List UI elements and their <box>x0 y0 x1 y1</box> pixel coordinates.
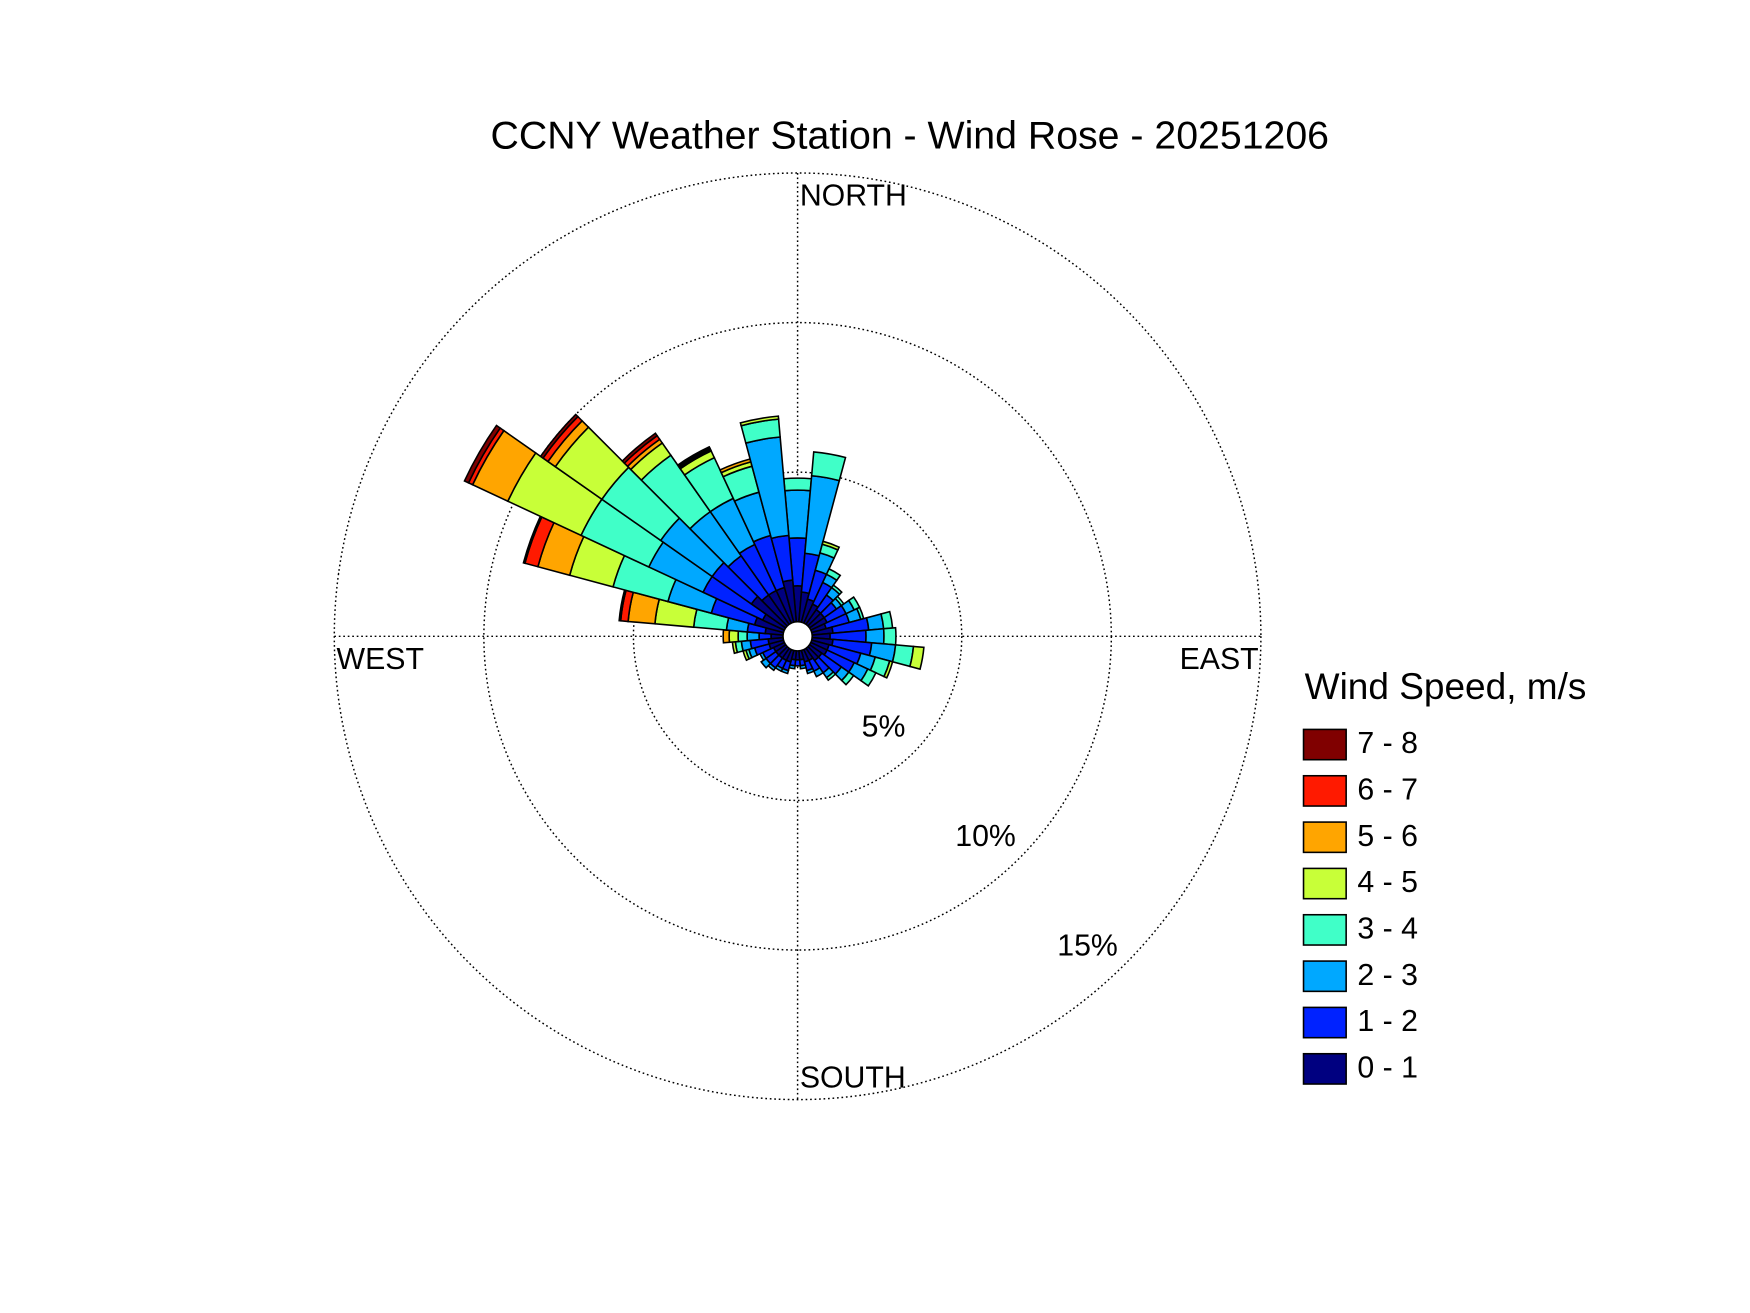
wedge-segment <box>859 667 877 687</box>
legend-swatch <box>1302 1052 1347 1085</box>
grid-ring <box>632 471 963 802</box>
legend-swatch <box>1302 867 1347 900</box>
legend-label: 7 - 8 <box>1357 727 1418 760</box>
legend-label: 0 - 1 <box>1357 1051 1418 1084</box>
legend-label: 3 - 4 <box>1357 912 1418 945</box>
wedge-segment <box>539 413 579 460</box>
wedge-segment <box>805 667 815 675</box>
wedge-segment <box>840 671 855 686</box>
legend-swatch <box>1302 1006 1347 1039</box>
wedge-segment <box>821 540 841 551</box>
legend-swatch <box>1302 774 1347 807</box>
wedge-segment <box>864 627 885 645</box>
wedge-segment <box>882 660 894 679</box>
wedge-segment <box>676 445 711 468</box>
wedge-segment <box>882 626 897 646</box>
wedge-segment <box>739 415 780 427</box>
legend-label: 1 - 2 <box>1357 1005 1418 1038</box>
wedge-segment <box>728 629 740 644</box>
legend-label: 2 - 3 <box>1357 959 1418 992</box>
r-tick-label: 15% <box>1057 929 1118 962</box>
wedge-segment <box>722 628 731 644</box>
center-hole <box>782 620 813 652</box>
wedge-segment <box>825 567 842 582</box>
wedge-segment <box>737 630 749 643</box>
legend-label: 5 - 6 <box>1357 820 1418 853</box>
compass-label: SOUTH <box>800 1061 906 1094</box>
wedges <box>463 413 925 687</box>
wedge-segment <box>908 645 925 671</box>
grid-ring <box>483 321 1113 951</box>
legend-title: Wind Speed, m/s <box>1305 665 1587 707</box>
r-tick-label: 10% <box>955 820 1016 853</box>
wedge-segment <box>880 610 894 630</box>
wedge-segment <box>463 424 502 484</box>
wedge-segment <box>782 477 813 492</box>
compass-label: WEST <box>337 643 424 676</box>
wedge-segment <box>825 670 837 682</box>
r-tick-label: 5% <box>862 710 906 743</box>
legend-swatch <box>1302 913 1347 946</box>
compass-label: EAST <box>1180 643 1259 676</box>
wedge-segment <box>810 451 847 482</box>
legend-label: 6 - 7 <box>1357 773 1418 806</box>
compass-label: NORTH <box>800 180 907 213</box>
wedge-segment <box>799 663 807 670</box>
legend-swatch <box>1302 821 1347 854</box>
legend-swatch <box>1302 728 1347 761</box>
wedge-segment <box>830 584 843 596</box>
chart-title: CCNY Weather Station - Wind Rose - 20251… <box>491 114 1330 158</box>
legend-label: 4 - 5 <box>1357 866 1418 899</box>
wedge-segment <box>621 432 659 465</box>
legend-swatch <box>1302 960 1347 993</box>
grid-ring <box>333 172 1262 1101</box>
